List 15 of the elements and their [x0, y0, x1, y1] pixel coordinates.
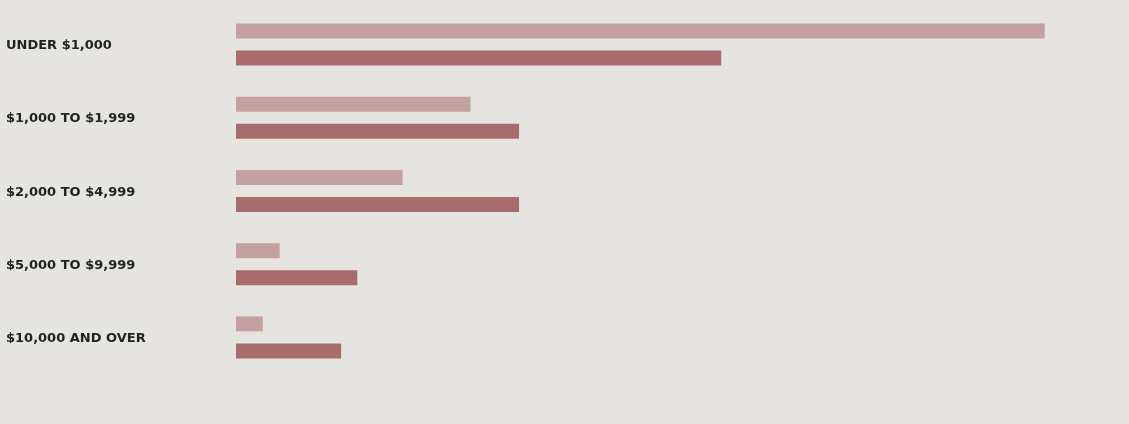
bar: [236, 270, 358, 286]
bar: [236, 23, 1045, 39]
y-tick-label: $10,000 AND OVER: [6, 329, 146, 345]
y-tick-label: $1,000 TO $1,999: [6, 110, 136, 126]
y-tick-label: $5,000 TO $9,999: [6, 256, 136, 272]
y-tick-label: $2,000 TO $4,999: [6, 183, 136, 199]
bar: [236, 343, 342, 359]
bar: [236, 50, 722, 66]
bar: [236, 170, 403, 185]
bar: [236, 197, 520, 212]
bar: [236, 123, 520, 139]
y-tick-label: UNDER $1,000: [6, 37, 112, 53]
bar: [236, 96, 471, 112]
bar: [236, 243, 280, 259]
bar: [236, 316, 263, 332]
